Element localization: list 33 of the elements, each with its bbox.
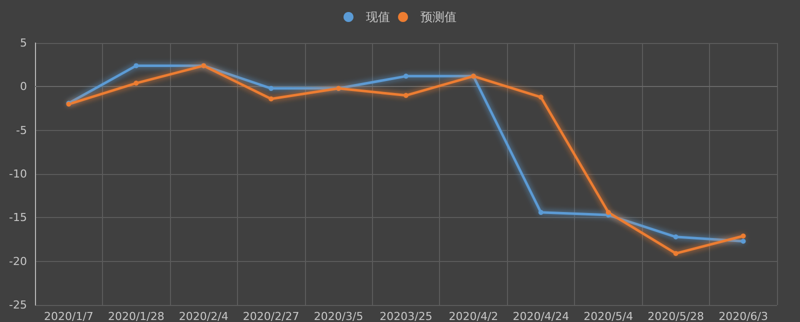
point (404, 92, 408, 98)
y-tick-label: -25 (9, 298, 27, 312)
point (673, 250, 678, 256)
legend-label: 现值 (366, 10, 390, 24)
point (740, 238, 746, 244)
x-tick-label: 20203/25 (380, 310, 432, 322)
y-tick-label: -10 (9, 168, 27, 180)
y-tick-label: -5 (16, 124, 27, 137)
y-tick-label: 0 (20, 80, 27, 94)
y-tick-label: -15 (9, 211, 27, 224)
x-tick-label: 2020/1/28 (108, 310, 164, 322)
x-tick-label: 2020/5/4 (584, 310, 634, 322)
y-tick-label: 5 (20, 36, 27, 50)
x-tick-label: 2020/5/28 (648, 310, 704, 322)
x-tick-label: 2020/3/5 (314, 310, 364, 322)
x-tick-label: 2020/4/24 (512, 310, 570, 322)
y-tick-label: -20 (9, 254, 27, 268)
point (134, 80, 139, 86)
x-tick-label: 2020/2/27 (242, 310, 300, 322)
x-tick-label: 2020/6/3 (718, 310, 768, 322)
point (134, 63, 139, 68)
x-tick-label: 2020/4/2 (448, 310, 498, 322)
point (538, 94, 544, 100)
x-tick-label: 2020/1/7 (44, 310, 94, 322)
legend-label: 预测值 (420, 10, 456, 24)
point (606, 210, 611, 215)
point (268, 96, 274, 102)
x-tick-label: 2020/2/4 (178, 310, 228, 322)
point (404, 74, 408, 79)
point (268, 86, 274, 91)
point (673, 234, 678, 240)
point (740, 234, 746, 239)
point (538, 210, 544, 215)
